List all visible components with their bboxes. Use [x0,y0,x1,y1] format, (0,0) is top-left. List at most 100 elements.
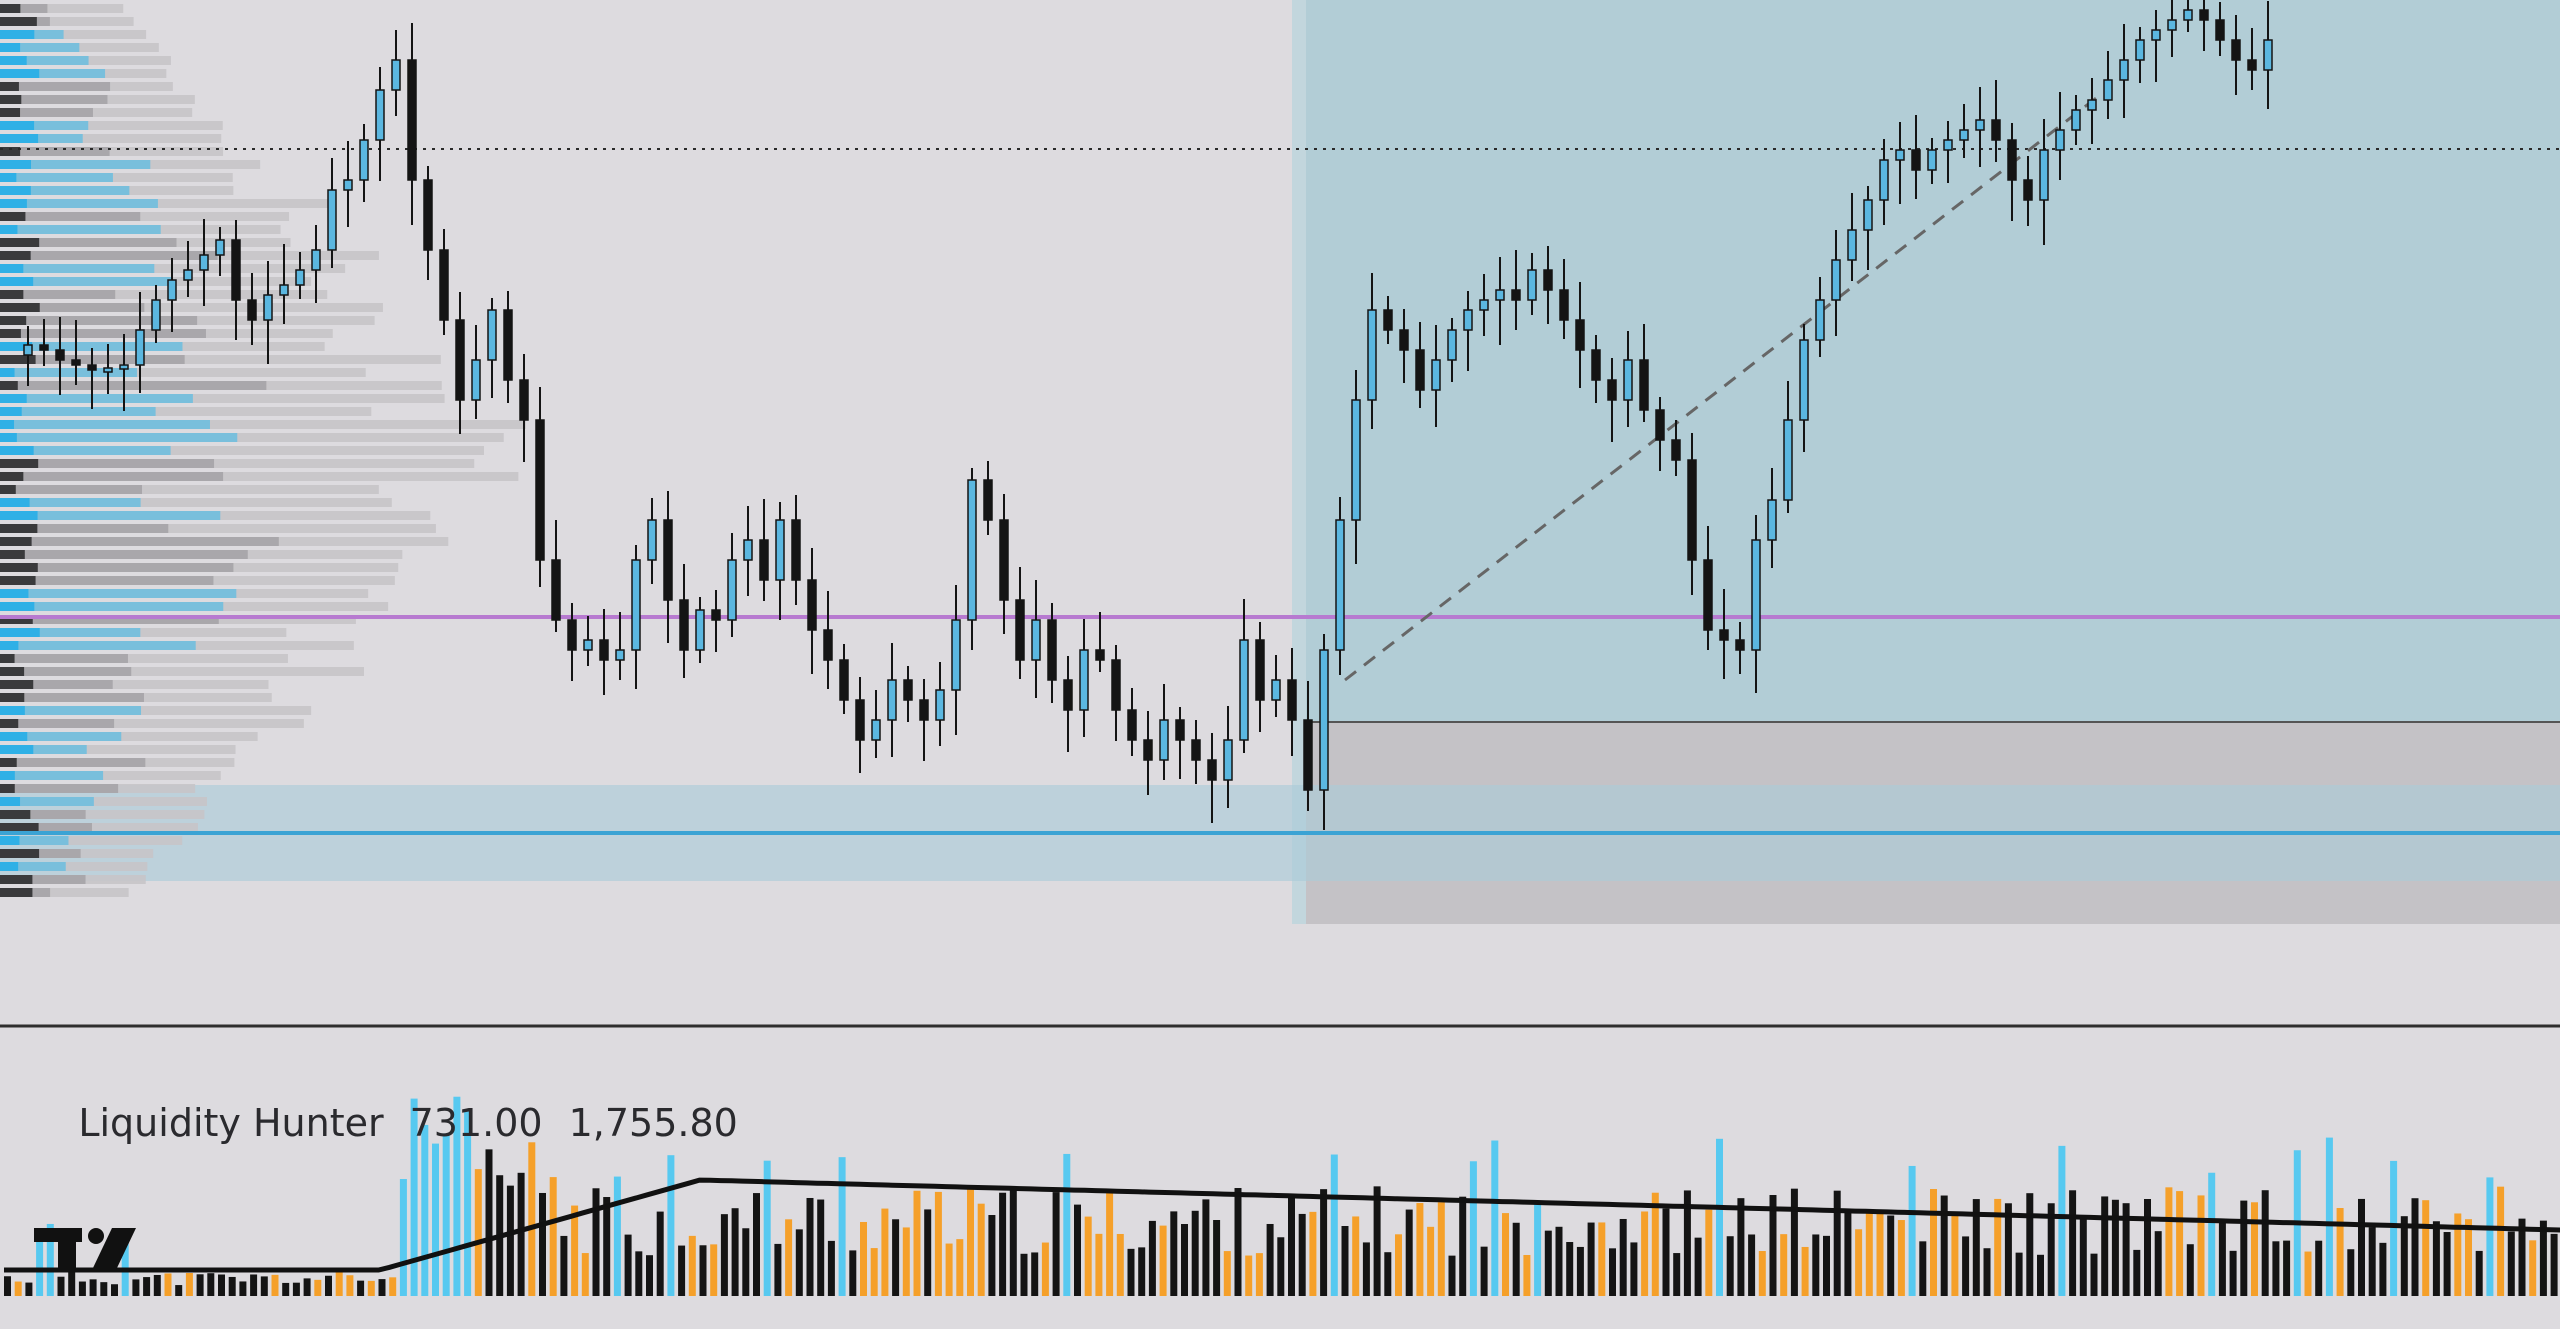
volume-bar [2122,1203,2130,1296]
candle-body [1767,499,1777,541]
candle-body [87,364,97,371]
profile-bar-core [0,602,35,611]
candle-body [1543,269,1553,291]
profile-bar-core [0,706,25,715]
volume-bar [1865,1212,1873,1296]
candle-body [887,679,897,721]
candle-body [1815,299,1825,341]
volume-bar [432,1143,439,1296]
volume-bar [474,1169,482,1296]
volume-bar [2069,1190,2077,1296]
profile-bar-inner [0,459,215,468]
profile-bar [0,810,205,819]
candle-body [855,699,865,741]
candle-body [1431,359,1441,391]
candle-body [1335,519,1345,651]
volume-bar [1726,1236,1734,1296]
volume-bar [2368,1227,2376,1296]
candle-body [1223,739,1233,781]
volume-bar [688,1235,696,1296]
profile-bar [0,823,198,832]
profile-bar-inner [0,303,145,312]
volume-bar [1758,1251,1766,1296]
candle-body [199,254,209,271]
volume-bar [292,1282,300,1296]
volume-bar [1031,1252,1039,1296]
volume-bar [1855,1229,1863,1296]
profile-bar [0,446,484,455]
candle-body [2183,9,2193,21]
candle-body [231,239,241,301]
candle-body [1559,289,1569,321]
profile-bar-core [0,641,19,650]
candle-body [631,559,641,651]
profile-bar-core [0,394,27,403]
candle-body [1207,759,1217,781]
volume-bar [1384,1252,1392,1296]
profile-bar-inner [0,810,86,819]
candle-body [2119,59,2129,81]
candle-body [39,344,49,351]
profile-bar-core [0,563,38,572]
volume-bar [2144,1199,2151,1296]
candle-body [1495,289,1505,301]
profile-bar-inner [0,225,161,234]
tradingview-logo-icon[interactable] [34,1218,146,1278]
indicator-legend[interactable]: Liquidity Hunter 731.00 1,755.80 [30,1057,764,1189]
candle-body [1783,419,1793,501]
profile-bar-core [0,784,15,793]
volume-bar [613,1176,621,1296]
volume-bar [2261,1190,2269,1296]
profile-bar-core [0,381,18,390]
profile-bar-inner [0,472,224,481]
volume-bar [378,1279,386,1296]
volume-bar [1341,1226,1349,1296]
candle-body [2103,79,2113,101]
candle-body [183,269,193,281]
candle-body [311,249,321,271]
profile-bar-inner [0,784,119,793]
profile-bar-core [0,654,15,663]
volume-bar [1502,1213,1509,1296]
candle-body [487,309,497,361]
profile-bar-inner [0,836,69,845]
profile-bar-inner [0,654,128,663]
profile-bar-inner [0,43,80,52]
volume-bar [1020,1253,1028,1296]
volume-bar [603,1197,611,1296]
profile-bar-inner [0,394,193,403]
profile-bar [0,394,445,403]
candle-body [343,179,353,191]
volume-bar [539,1192,546,1296]
candle-body [903,679,913,701]
profile-bar [0,108,193,117]
candle-body [135,329,145,366]
volume-bar [860,1221,867,1296]
candles [23,0,2273,830]
volume-bar [1106,1190,1114,1296]
volume-bar [560,1235,568,1296]
volume-bar [346,1275,354,1296]
volume-bar [143,1277,151,1296]
profile-bar [0,862,148,871]
profile-bar [0,17,134,26]
volume-bar [2079,1216,2087,1296]
candle-body [1447,329,1457,361]
volume-bar [1148,1220,1156,1296]
volume-bar [731,1208,739,1296]
candle-body [503,309,513,381]
candle-body [2055,129,2065,151]
profile-bar [0,199,328,208]
volume-bar [624,1234,632,1296]
volume-bar [410,1098,418,1296]
volume-bar [806,1197,814,1296]
profile-bar-core [0,407,22,416]
candle-body [967,479,977,621]
profile-bar-core [0,69,40,78]
candle-body [1607,379,1617,401]
profile-bar-core [0,160,31,169]
profile-bar-inner [0,407,156,416]
candle-body [647,519,657,561]
